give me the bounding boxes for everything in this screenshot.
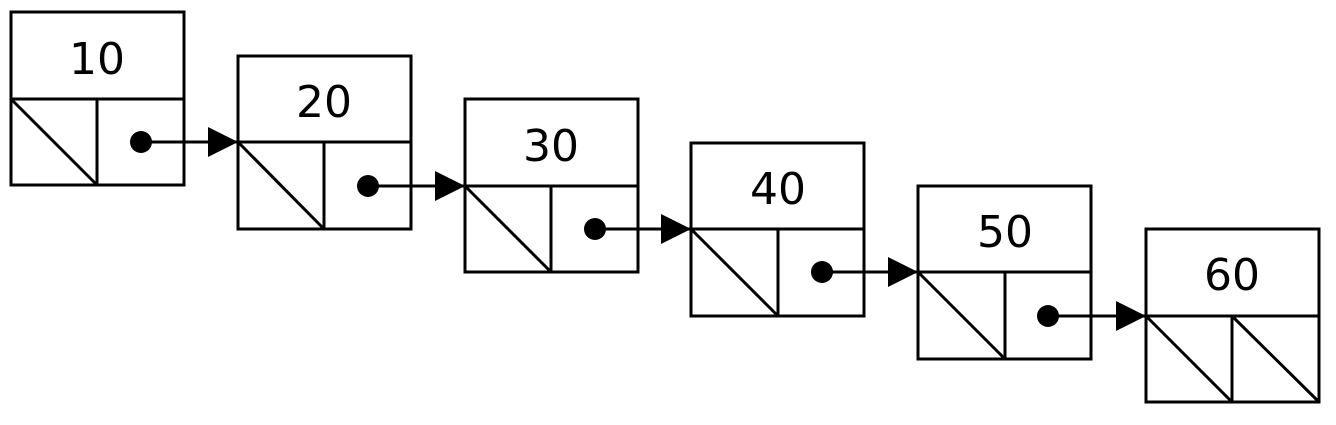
node-value: 50 [977,207,1033,258]
list-node: 20 [236,54,413,231]
node-value: 30 [523,121,579,172]
pointer-link [357,171,465,201]
list-node: 40 [689,141,866,318]
null-slash [1230,314,1321,404]
pointer-link [811,257,918,287]
list-node: 50 [916,184,1093,361]
node-value: 60 [1204,250,1260,301]
pointer-link [584,214,691,244]
null-slash [9,97,99,187]
null-slash [1144,314,1234,404]
list-node: 10 [9,10,186,187]
list-node: 30 [463,97,640,274]
null-slash [689,227,780,318]
node-value: 40 [750,164,806,215]
null-slash [463,184,553,274]
node-value: 20 [296,77,352,128]
pointer-link [130,127,238,157]
pointer-link [1037,301,1146,331]
null-slash [236,140,326,231]
null-slash [916,270,1007,361]
list-node: 60 [1144,227,1321,404]
node-value: 10 [69,34,125,85]
